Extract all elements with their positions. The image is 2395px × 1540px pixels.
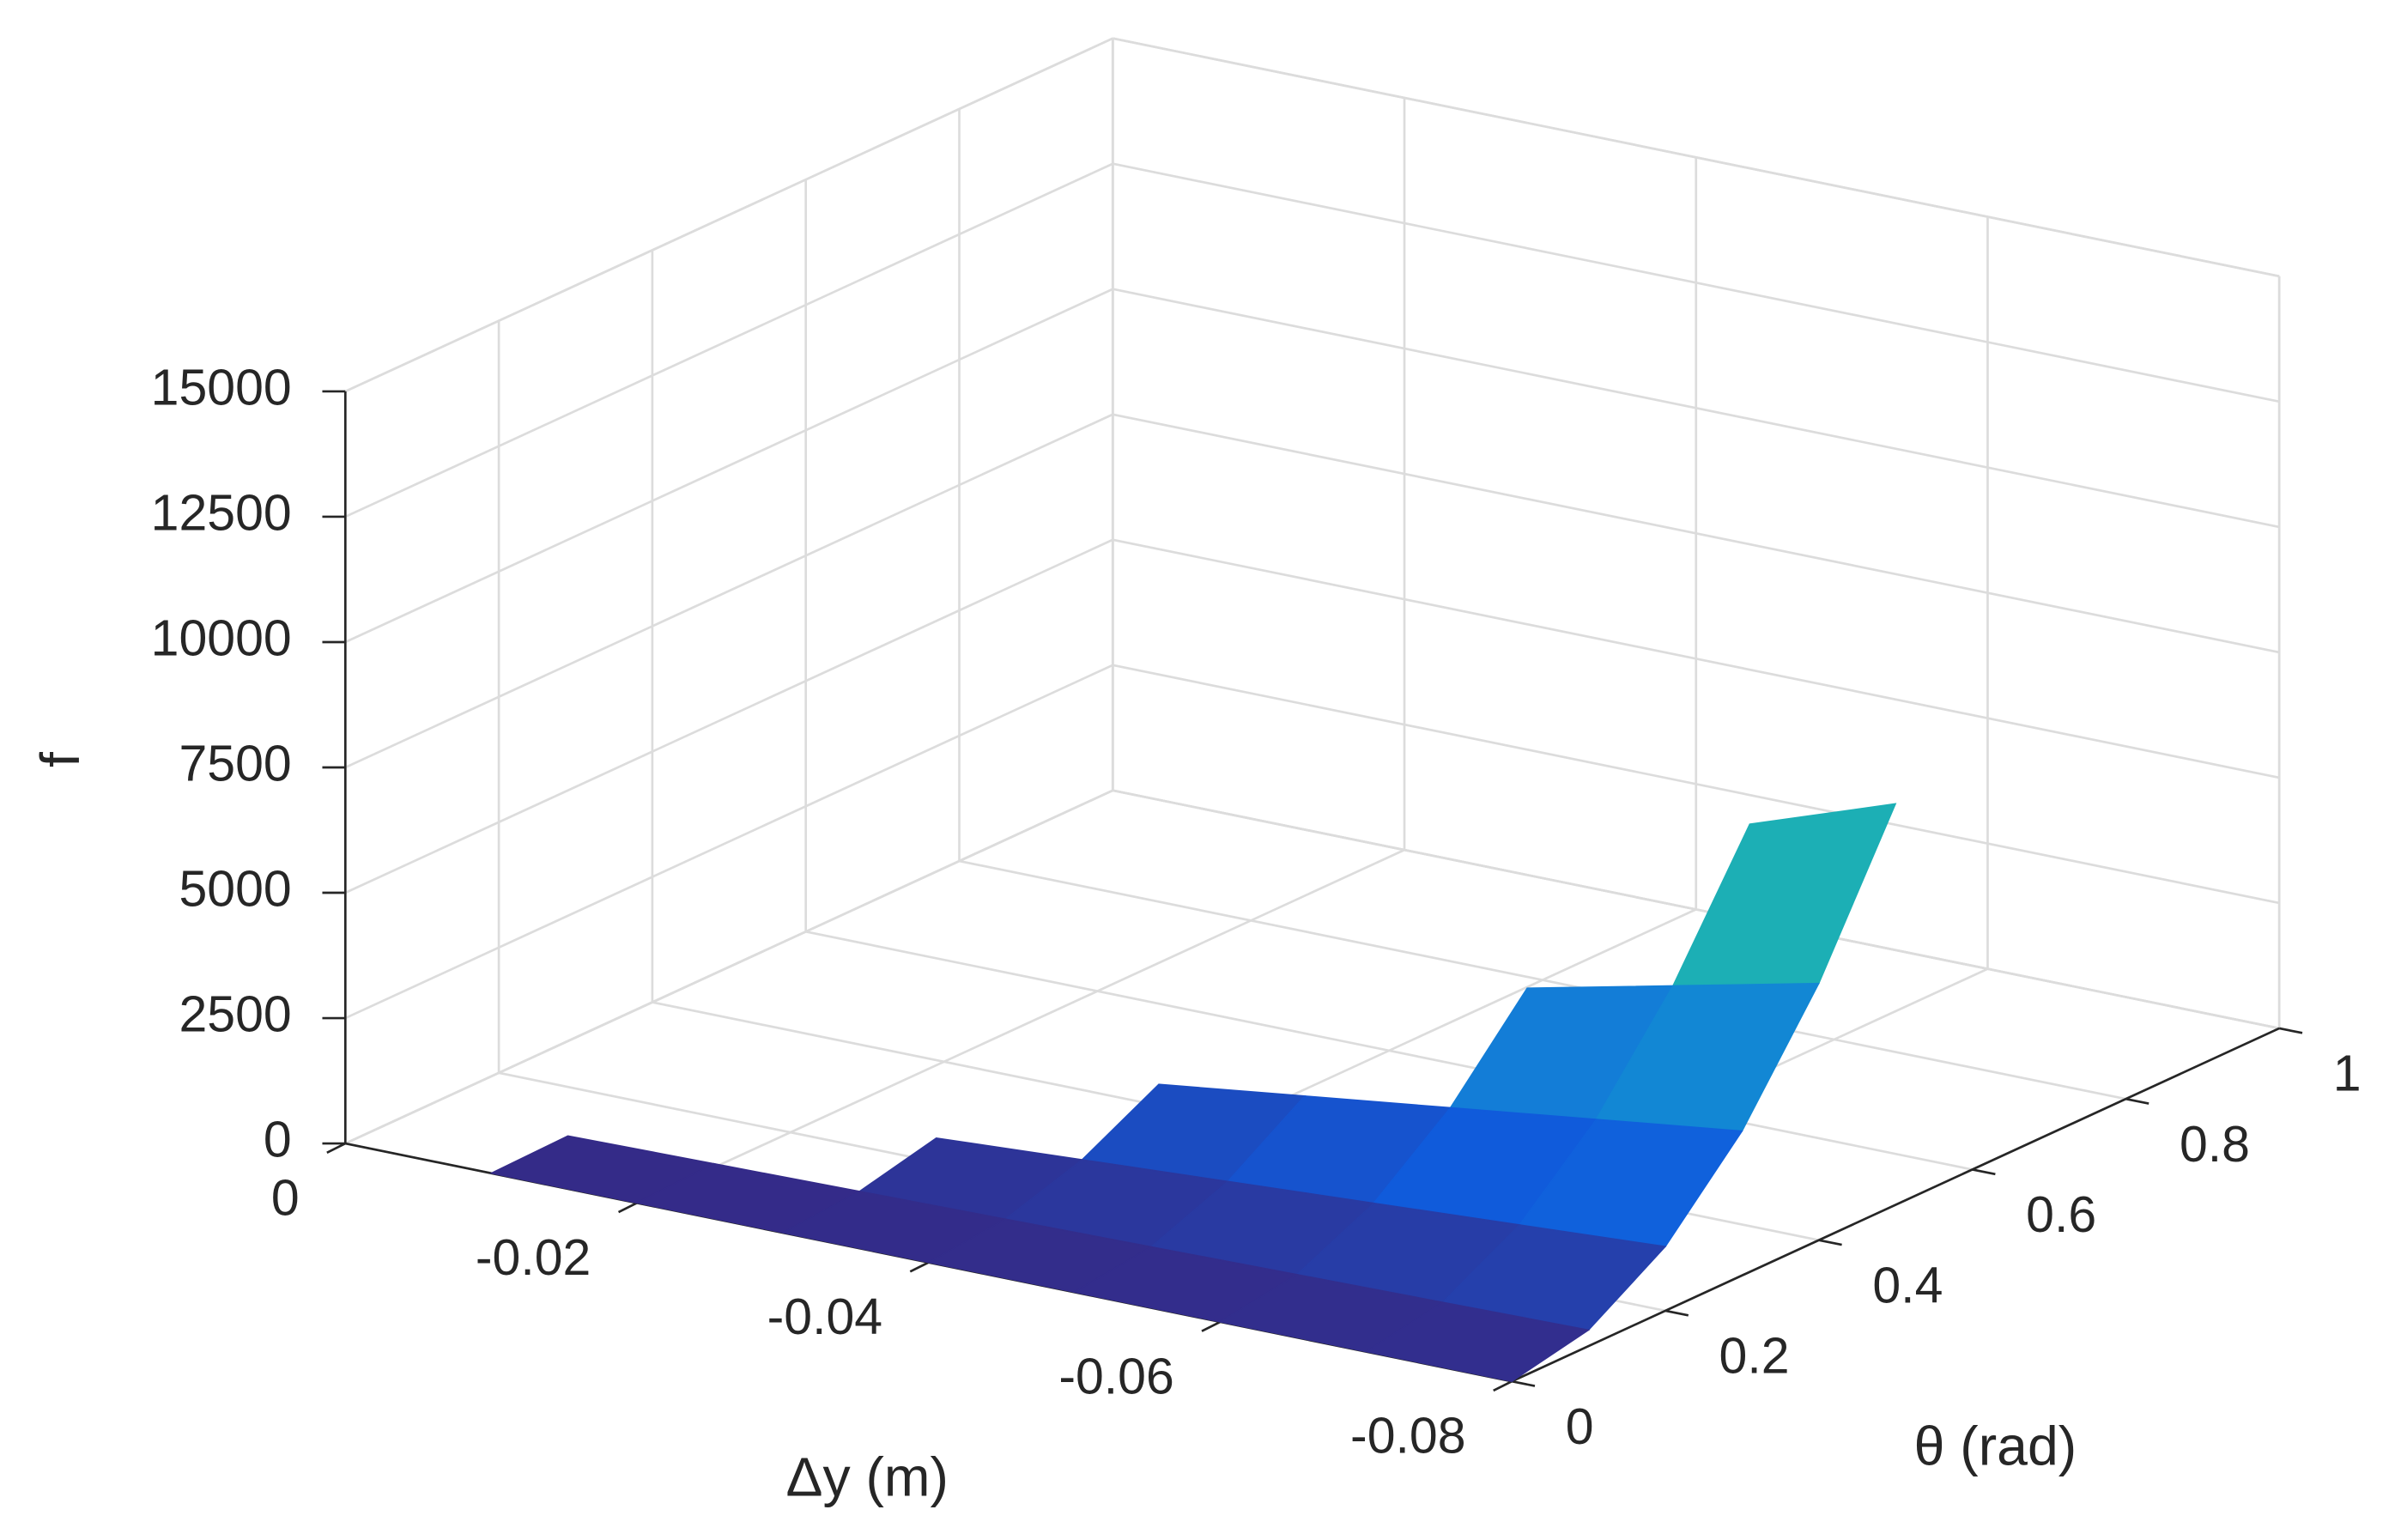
x-tick [617, 1202, 638, 1214]
y-tick [1972, 1168, 1996, 1176]
grid-line [344, 162, 1113, 518]
grid-line [959, 859, 2126, 1100]
y-tick-label: 0 [1566, 1398, 1594, 1455]
x-axis-label: Δy (m) [785, 1446, 949, 1507]
y-axis [1511, 1027, 2280, 1383]
plot: 0 2500 5000 7500 10000 12500 15000 0 -0.02 -0.04 -… [29, 37, 2362, 1507]
x-tick [326, 1142, 346, 1154]
x-tick-label: -0.06 [1058, 1348, 1173, 1404]
grid-line [1113, 413, 2280, 654]
x-tick-label: -0.08 [1350, 1408, 1465, 1464]
y-axis-label: θ (rad) [1914, 1416, 2077, 1477]
grid-line [805, 931, 1973, 1171]
y-tick-label: 1 [2333, 1046, 2362, 1102]
z-tick-label: 7500 [179, 736, 291, 792]
y-tick-label: 0.4 [1872, 1257, 1943, 1313]
y-tick [1818, 1239, 1842, 1246]
y-tick [1664, 1309, 1689, 1317]
y-tick-label: 0.6 [2026, 1186, 2096, 1243]
grid-line [1113, 37, 2280, 278]
grid-line [1113, 538, 2280, 779]
z-tick-label: 10000 [151, 610, 292, 667]
x-tick [909, 1261, 930, 1273]
x-tick [1201, 1320, 1222, 1332]
y-tick [2278, 1027, 2303, 1034]
grid-line [344, 664, 1113, 1020]
x-tick-label: -0.02 [476, 1229, 591, 1286]
x-tick [1493, 1380, 1513, 1392]
grid-line [344, 37, 1113, 393]
grid-line [344, 789, 1113, 1145]
surface-patch [1671, 803, 1897, 987]
grid-line [1113, 288, 2280, 529]
grid-line [344, 538, 1113, 894]
z-tick-label: 12500 [151, 485, 292, 542]
grid-line [344, 413, 1113, 769]
surface-patch [1364, 1301, 1591, 1382]
y-tick-label: 0.2 [1719, 1328, 1790, 1385]
z-tick-label: 15000 [151, 360, 292, 416]
x-tick-label: -0.04 [767, 1288, 882, 1345]
z-tick-label: 0 [264, 1112, 292, 1168]
grid-line [1113, 664, 2280, 905]
grid-line [1113, 162, 2280, 403]
z-tick-label: 2500 [179, 986, 291, 1043]
z-tick-label: 5000 [179, 861, 291, 918]
grid-line [344, 288, 1113, 644]
y-tick [1511, 1379, 1536, 1387]
y-tick-label: 0.8 [2180, 1116, 2250, 1173]
x-tick-label: 0 [271, 1170, 300, 1227]
z-axis-label: f [29, 752, 91, 767]
grid-line [636, 848, 1405, 1204]
y-tick [2125, 1097, 2149, 1105]
grid-line [1113, 789, 2280, 1030]
